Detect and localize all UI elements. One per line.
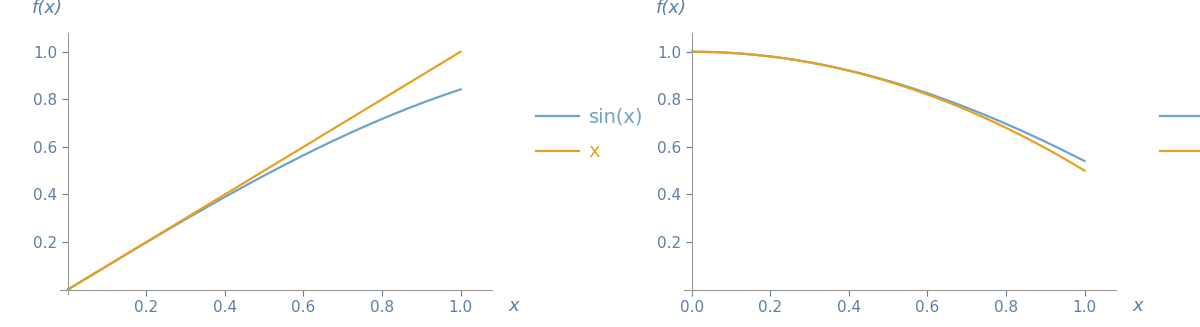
x [61, 287, 76, 291]
Y-axis label: f(x): f(x) [31, 0, 62, 17]
1-x^2/2 [874, 77, 888, 81]
x [444, 56, 458, 60]
Legend: cos(x), 1-x^2/2: cos(x), 1-x^2/2 [1160, 108, 1200, 162]
Line: sin(x): sin(x) [68, 89, 461, 289]
x [294, 146, 308, 150]
1-x^2/2 [871, 77, 886, 80]
sin(x) [294, 154, 308, 158]
sin(x) [383, 114, 397, 118]
sin(x) [274, 165, 288, 169]
cos(x) [874, 77, 888, 81]
sin(x) [250, 178, 264, 181]
cos(x) [1068, 154, 1082, 158]
Y-axis label: f(x): f(x) [655, 0, 686, 17]
cos(x) [918, 91, 932, 95]
Line: 1-x^2/2: 1-x^2/2 [692, 52, 1085, 171]
sin(x) [61, 287, 76, 291]
x [274, 159, 288, 163]
Line: x: x [68, 52, 461, 289]
1-x^2/2 [1068, 163, 1082, 167]
sin(x) [247, 179, 262, 183]
Legend: sin(x), x: sin(x), x [536, 108, 643, 162]
sin(x) [454, 87, 468, 91]
x [383, 93, 397, 96]
1-x^2/2 [685, 50, 700, 54]
cos(x) [1078, 159, 1092, 163]
x [250, 173, 264, 177]
cos(x) [685, 50, 700, 54]
1-x^2/2 [918, 92, 932, 96]
cos(x) [1007, 125, 1021, 129]
X-axis label: x: x [509, 297, 518, 315]
x [247, 175, 262, 179]
x [454, 50, 468, 54]
cos(x) [871, 76, 886, 80]
1-x^2/2 [1078, 169, 1092, 173]
Line: cos(x): cos(x) [692, 52, 1085, 161]
1-x^2/2 [898, 85, 912, 89]
sin(x) [444, 91, 458, 95]
1-x^2/2 [1007, 129, 1021, 133]
X-axis label: x: x [1133, 297, 1142, 315]
cos(x) [898, 84, 912, 88]
